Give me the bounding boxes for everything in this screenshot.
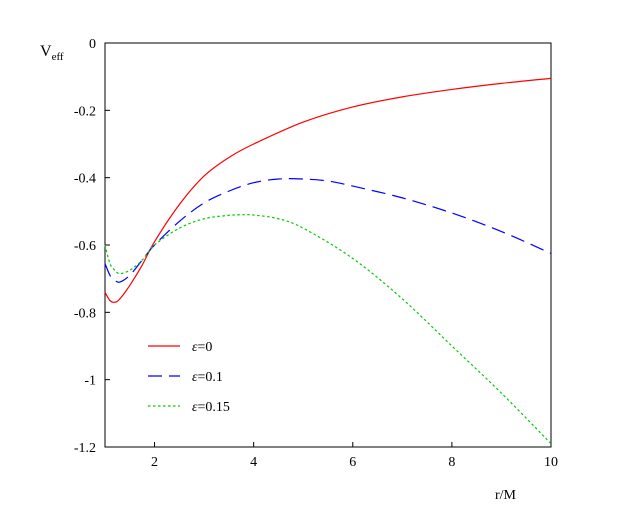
- x-tick-label: 10: [544, 455, 558, 470]
- series-line-2: [104, 178, 552, 283]
- series-line-1: [104, 77, 552, 303]
- legend-label: ε=0: [192, 340, 212, 355]
- y-tick-label: -0.2: [74, 104, 96, 119]
- x-tick-label: 2: [151, 455, 158, 470]
- x-axis-ticks: 2 4 6 8 10: [151, 442, 558, 470]
- x-tick-label: 4: [250, 455, 257, 470]
- x-tick-label: 6: [349, 455, 356, 470]
- y-axis-ticks: 0 -0.2 -0.4 -0.6 -0.8 -1 -1.2: [74, 37, 110, 456]
- series-line-3: [104, 213, 552, 445]
- x-axis-label: r/M: [495, 488, 517, 503]
- y-tick-label: -0.4: [74, 172, 96, 187]
- legend: ε=0 ε=0.1 ε=0.15: [148, 340, 230, 415]
- y-tick-label: -1: [84, 374, 96, 389]
- plot-frame: [104, 42, 552, 448]
- y-tick-label: 0: [89, 37, 96, 52]
- y-tick-label: -1.2: [74, 441, 96, 456]
- series-layer: [104, 77, 552, 445]
- y-tick-label: -0.6: [74, 239, 96, 254]
- legend-label: ε=0.15: [192, 400, 230, 415]
- x-tick-label: 8: [448, 455, 455, 470]
- legend-label: ε=0.1: [192, 370, 223, 385]
- y-tick-label: -0.8: [74, 306, 96, 321]
- y-axis-label: Veff: [40, 43, 64, 63]
